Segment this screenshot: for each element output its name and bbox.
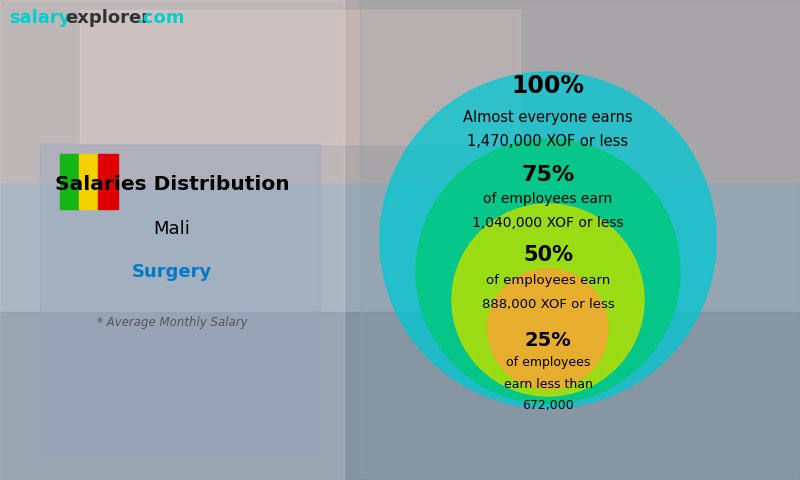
Text: of employees earn: of employees earn <box>486 274 610 288</box>
Text: 1,470,000 XOF or less: 1,470,000 XOF or less <box>467 134 629 149</box>
Text: 25%: 25% <box>525 331 571 350</box>
Ellipse shape <box>416 139 680 403</box>
Text: Mali: Mali <box>154 220 190 238</box>
Bar <box>0 0 800 182</box>
Text: Almost everyone earns: Almost everyone earns <box>463 110 633 125</box>
Bar <box>60 154 80 209</box>
Bar <box>40 144 320 456</box>
Bar <box>98 154 118 209</box>
Text: salary: salary <box>10 9 71 27</box>
Text: 888,000 XOF or less: 888,000 XOF or less <box>482 298 614 312</box>
Ellipse shape <box>452 204 644 396</box>
Text: explorer: explorer <box>66 9 150 27</box>
Ellipse shape <box>488 269 608 389</box>
Text: of employees: of employees <box>506 356 590 369</box>
Text: 100%: 100% <box>511 74 585 98</box>
Bar <box>0 0 344 480</box>
Text: 75%: 75% <box>522 165 574 185</box>
Text: * Average Monthly Salary: * Average Monthly Salary <box>97 316 247 329</box>
Bar <box>79 154 99 209</box>
Bar <box>80 10 520 144</box>
Text: of employees earn: of employees earn <box>483 192 613 206</box>
Text: Surgery: Surgery <box>132 263 212 281</box>
Bar <box>360 0 800 480</box>
Text: Salaries Distribution: Salaries Distribution <box>54 175 290 194</box>
Ellipse shape <box>380 72 716 408</box>
Bar <box>0 312 800 480</box>
Text: 50%: 50% <box>523 245 573 265</box>
Text: 672,000: 672,000 <box>522 399 574 412</box>
Text: earn less than: earn less than <box>503 377 593 391</box>
Text: .com: .com <box>136 9 185 27</box>
Text: 1,040,000 XOF or less: 1,040,000 XOF or less <box>472 216 624 230</box>
